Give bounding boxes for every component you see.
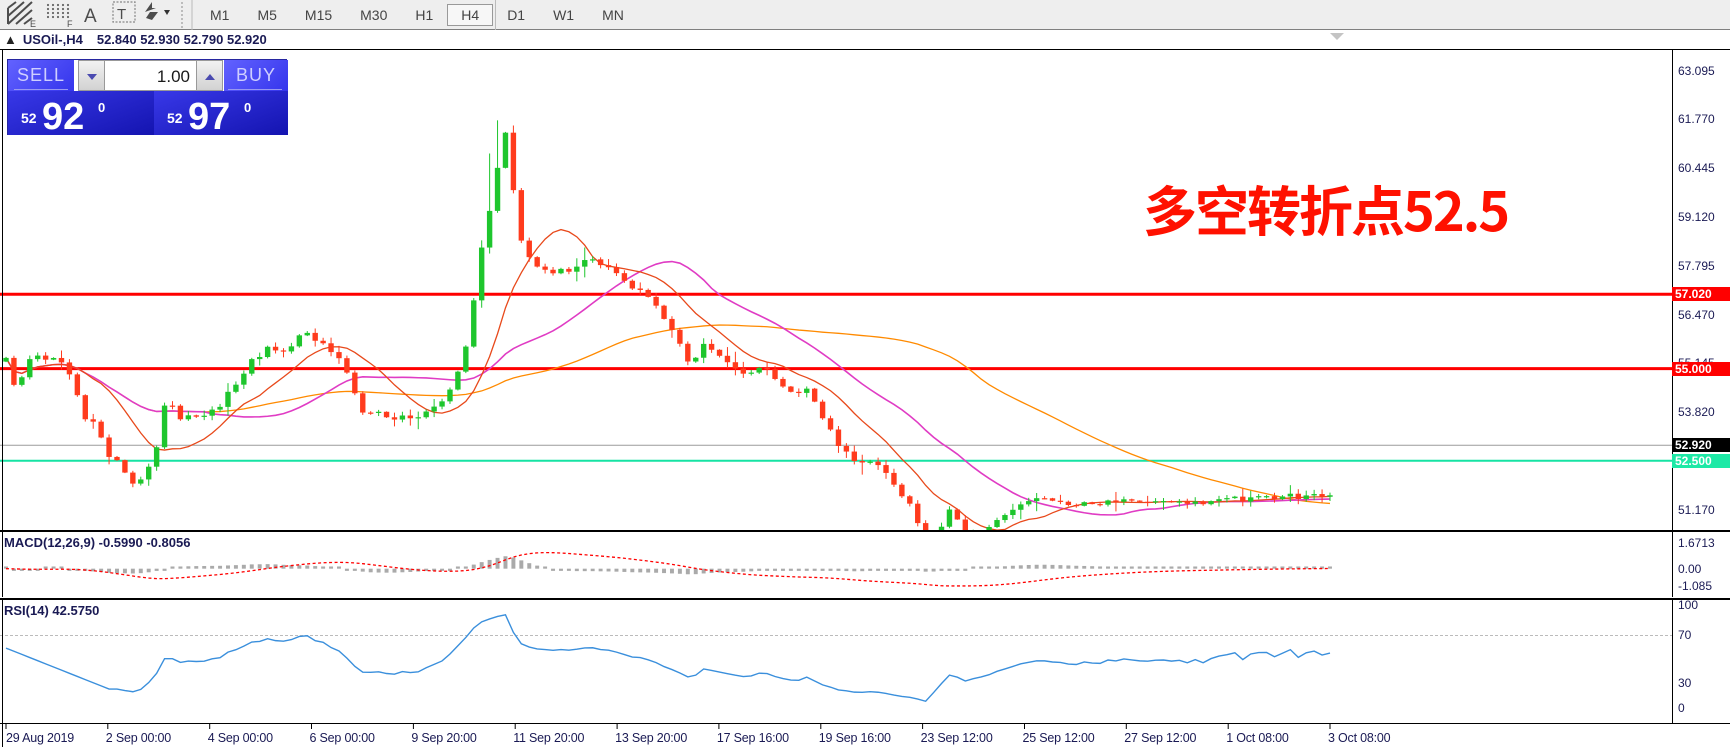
svg-text:A: A xyxy=(84,6,97,27)
svg-text:E: E xyxy=(30,19,36,29)
svg-text:F: F xyxy=(67,19,73,29)
svg-text:T: T xyxy=(117,6,126,23)
